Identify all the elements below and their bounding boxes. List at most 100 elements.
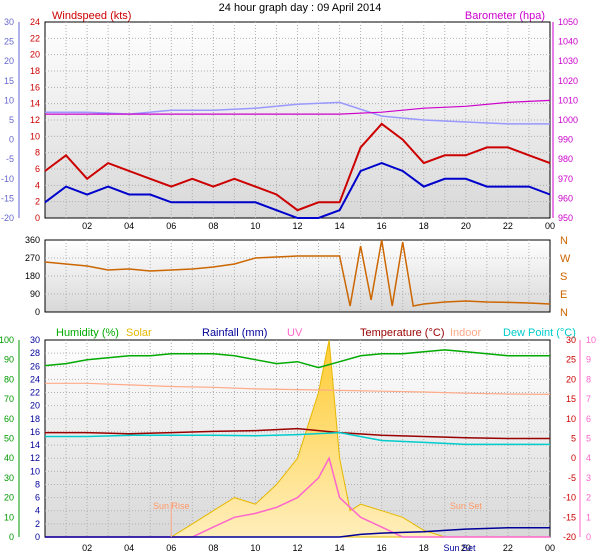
wind-outer-tick-label: 30	[4, 17, 14, 27]
rain-tick-label: 20	[30, 401, 40, 411]
direction-tick-label: 180	[25, 271, 40, 281]
temperature-line	[45, 427, 550, 440]
direction-tick-label: 90	[30, 289, 40, 299]
wind-x-tick-label: 04	[124, 221, 134, 231]
climate-x-tick-label: 14	[335, 543, 345, 553]
wind-outer-tick-label: 10	[4, 95, 14, 105]
rain-tick-label: 0	[35, 532, 40, 542]
baro-tick-label: 1000	[558, 115, 578, 125]
wind-x-tick-label: 00	[545, 221, 555, 231]
compass-tick-label: N	[560, 307, 568, 319]
rain-tick-label: 28	[30, 348, 40, 358]
rain-tick-label: 18	[30, 414, 40, 424]
humidity-tick-label: 20	[4, 493, 14, 503]
temp-tick-label: 0	[571, 453, 576, 463]
uv-tick-label: 9	[586, 355, 591, 365]
rain-tick-label: 6	[35, 493, 40, 503]
rainfall-label: Rainfall (mm)	[202, 327, 267, 339]
uv-tick-label: 6	[586, 414, 591, 424]
barometer-line	[45, 99, 551, 115]
wind-x-tick-label: 08	[208, 221, 218, 231]
uv-tick-label: 3	[586, 473, 591, 483]
rain-tick-label: 24	[30, 374, 40, 384]
climate-x-tick-label: 22	[503, 543, 513, 553]
humidity-tick-label: 0	[9, 532, 14, 542]
uv-tick-label: 5	[586, 434, 591, 444]
wind-tick-label: 6	[35, 164, 40, 174]
wind-tick-label: 22	[30, 33, 40, 43]
compass-tick-label: S	[560, 271, 567, 283]
climate-x-tick-label: 08	[208, 543, 218, 553]
climate-x-tick-label: 00	[545, 543, 555, 553]
wind-x-tick-label: 14	[335, 221, 345, 231]
temp-tick-label: 20	[566, 374, 576, 384]
page-title: 24 hour graph day : 09 April 2014	[219, 2, 382, 14]
wind-tick-label: 2	[35, 197, 40, 207]
direction-tick-label: 360	[25, 235, 40, 245]
wind-outer-tick-label: -5	[6, 154, 14, 164]
baro-tick-label: 1010	[558, 95, 578, 105]
temp-tick-label: 30	[566, 335, 576, 345]
wind-outer-tick-label: 5	[9, 115, 14, 125]
wind-x-tick-label: 20	[461, 221, 471, 231]
humidity-tick-label: 80	[4, 374, 14, 384]
climate-x-tick-label: 02	[82, 543, 92, 553]
climate-x-tick-label: 20	[461, 543, 471, 553]
indoor-label: Indoor	[450, 327, 482, 339]
windspeed-line	[44, 122, 551, 212]
sunset-axis-label: Sun Set	[444, 543, 477, 553]
temp-tick-label: 10	[566, 414, 576, 424]
uv-tick-label: 4	[586, 453, 591, 463]
sunrise-label: Sun Rise	[153, 501, 190, 511]
wind-x-tick-label: 10	[250, 221, 260, 231]
rain-tick-label: 10	[30, 466, 40, 476]
wind-tick-label: 8	[35, 148, 40, 158]
baro-tick-label: 970	[558, 174, 573, 184]
wind-tick-label: 24	[30, 17, 40, 27]
wind-tick-label: 0	[35, 213, 40, 223]
wind-average-line	[44, 162, 551, 219]
humidity-tick-label: 90	[4, 355, 14, 365]
windspeed-axis-label: Windspeed (kts)	[52, 10, 131, 22]
wind-x-tick-label: 16	[377, 221, 387, 231]
baro-tick-label: 980	[558, 154, 573, 164]
uv-tick-label: 10	[586, 335, 596, 345]
humidity-tick-label: 30	[4, 473, 14, 483]
rain-tick-label: 8	[35, 479, 40, 489]
baro-tick-label: 1030	[558, 56, 578, 66]
uv-tick-label: 0	[586, 532, 591, 542]
humidity-tick-label: 60	[4, 414, 14, 424]
dewpoint-line	[45, 431, 550, 446]
temp-tick-label: 15	[566, 394, 576, 404]
wind-tick-label: 12	[30, 115, 40, 125]
rain-tick-label: 16	[30, 427, 40, 437]
baro-tick-label: 1040	[558, 37, 578, 47]
uv-label: UV	[287, 327, 303, 339]
humidity-tick-label: 50	[4, 434, 14, 444]
humidity-tick-label: 10	[4, 512, 14, 522]
direction-tick-label: 270	[25, 253, 40, 263]
rain-tick-label: 2	[35, 519, 40, 529]
wind-outer-tick-label: 15	[4, 76, 14, 86]
wind-x-tick-label: 06	[166, 221, 176, 231]
rain-tick-label: 14	[30, 440, 40, 450]
wind-outer-tick-label: -20	[1, 213, 14, 223]
uv-line	[45, 456, 550, 538]
baro-tick-label: 990	[558, 135, 573, 145]
climate-x-tick-label: 12	[292, 543, 302, 553]
climate-x-tick-label: 16	[377, 543, 387, 553]
wind-tick-label: 16	[30, 82, 40, 92]
wind-tick-label: 4	[35, 180, 40, 190]
humidity-tick-label: 100	[0, 335, 14, 345]
temp-tick-label: -10	[563, 493, 576, 503]
wind-tick-label: 14	[30, 99, 40, 109]
indoor-line	[45, 382, 551, 395]
baro-tick-label: 1050	[558, 17, 578, 27]
rain-tick-label: 12	[30, 453, 40, 463]
wind-outer-tick-label: 20	[4, 56, 14, 66]
uv-tick-label: 1	[586, 512, 591, 522]
compass-tick-label: E	[560, 289, 567, 301]
wind-x-tick-label: 12	[292, 221, 302, 231]
